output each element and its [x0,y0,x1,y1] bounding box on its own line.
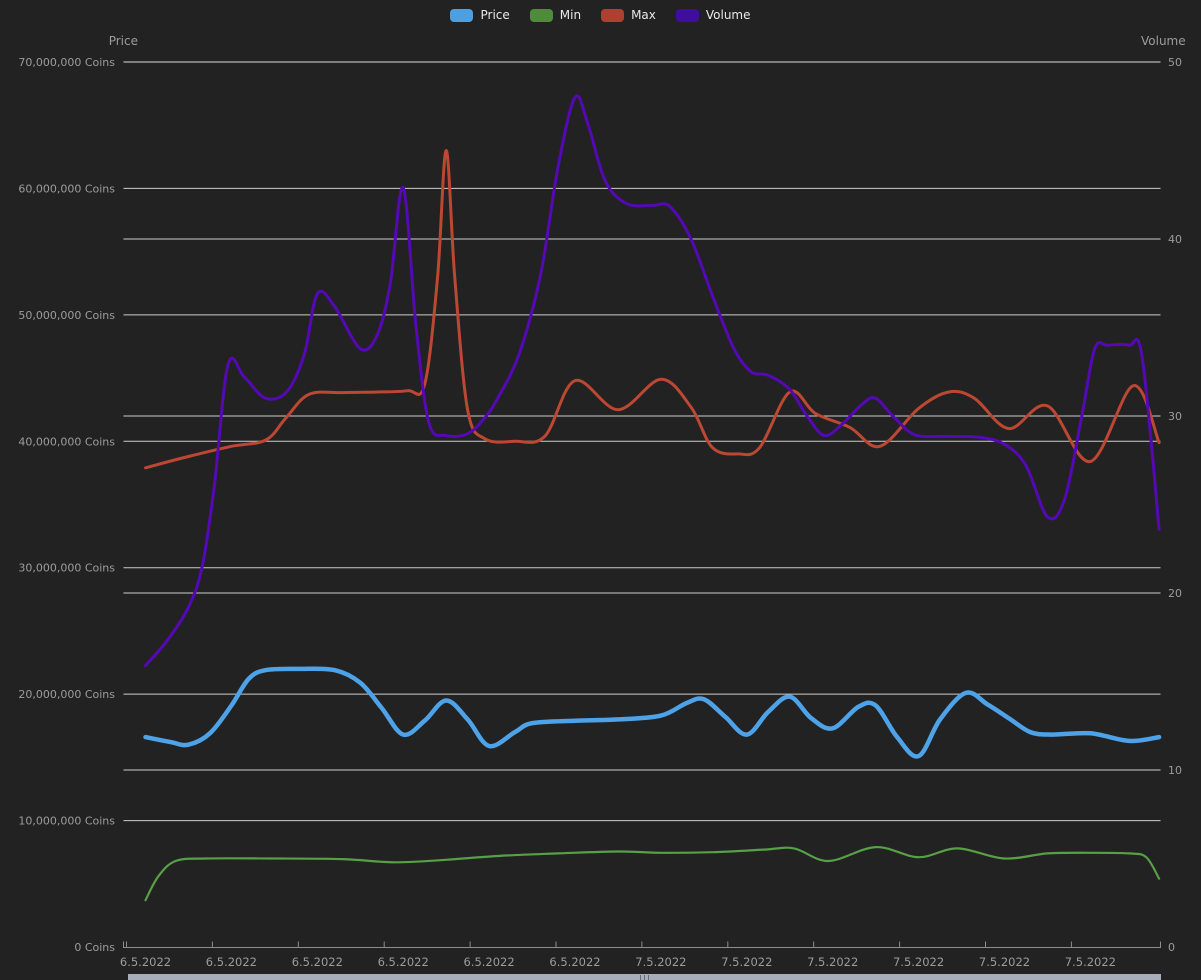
left-tick-label: 20,000,000 Coins [18,688,115,701]
legend-item-max[interactable]: Max [601,7,656,22]
x-tick-label: 7.5.2022 [807,955,858,969]
right-tick-label: 30 [1168,410,1182,423]
x-tick-label: 6.5.2022 [549,955,600,969]
x-tick-label: 6.5.2022 [292,955,343,969]
x-tick-label: 7.5.2022 [1065,955,1116,969]
series-line-volume [144,94,1161,668]
left-tick-label: 40,000,000 Coins [18,435,115,448]
x-tick-label: 6.5.2022 [120,955,171,969]
right-axis-title: Volume [1141,34,1186,48]
left-tick-label: 60,000,000 Coins [18,182,115,195]
volume-swatch-icon [675,8,699,22]
left-tick-label: 70,000,000 Coins [18,56,115,69]
left-tick-label: 10,000,000 Coins [18,815,115,828]
x-tick-label: 7.5.2022 [979,955,1030,969]
gridlines [123,61,1161,822]
series-line-min [144,845,1161,902]
max-swatch-icon [601,8,625,22]
x-tick-label: 7.5.2022 [893,955,944,969]
x-tick-label: 7.5.2022 [721,955,772,969]
min-swatch-icon [529,8,553,22]
legend-label-max: Max [631,7,656,22]
left-axis-title: Price [108,34,138,48]
right-tick-label: 40 [1168,233,1182,246]
scrollbar-grip-icon[interactable] [639,975,649,980]
right-tick-label: 50 [1168,56,1182,69]
series-line-max [144,149,1161,470]
left-tick-label: 30,000,000 Coins [18,562,115,575]
right-tick-label: 0 [1168,941,1175,954]
series-line-price [143,666,1162,759]
price-swatch-icon [450,8,474,22]
legend-label-volume: Volume [705,7,751,22]
legend-item-min[interactable]: Min [529,7,582,22]
x-tick-label: 6.5.2022 [463,955,514,969]
legend: Price Min Max Volume [0,6,1201,24]
x-axis-line [123,941,1161,948]
x-tick-label: 7.5.2022 [635,955,686,969]
x-scrollbar[interactable] [128,974,1161,980]
legend-item-volume[interactable]: Volume [675,7,751,22]
right-tick-label: 20 [1168,587,1182,600]
legend-label-min: Min [559,7,582,22]
right-tick-label: 10 [1168,764,1182,777]
legend-item-price[interactable]: Price [450,7,510,22]
x-tick-label: 6.5.2022 [206,955,257,969]
legend-label-price: Price [480,7,510,22]
left-tick-label: 0 Coins [74,941,115,954]
x-tick-label: 6.5.2022 [378,955,429,969]
left-tick-label: 50,000,000 Coins [18,309,115,322]
